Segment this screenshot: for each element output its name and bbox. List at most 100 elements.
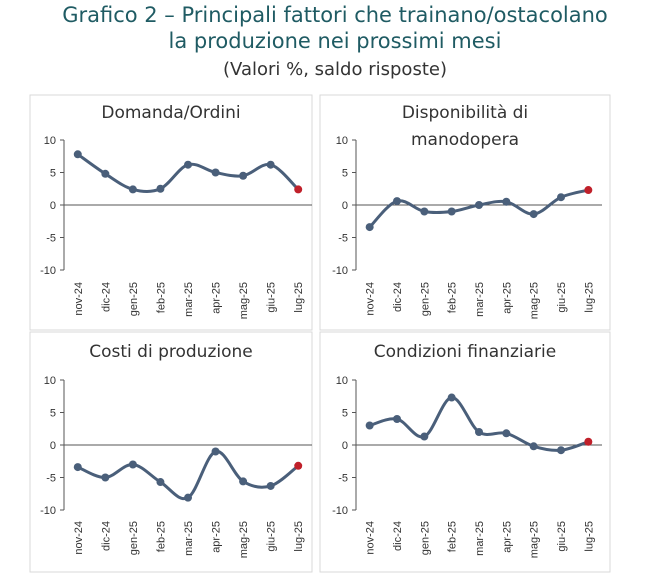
x-tick-label: lug-25 xyxy=(583,282,595,313)
y-tick-label: -10 xyxy=(332,505,348,517)
data-point xyxy=(502,197,511,206)
x-tick-label: mar-25 xyxy=(474,282,486,317)
x-tick-label: mag-25 xyxy=(529,521,541,558)
y-tick-label: 10 xyxy=(336,135,348,147)
x-tick-label: nov-24 xyxy=(365,282,377,316)
series-line xyxy=(76,152,300,194)
data-point xyxy=(239,477,248,486)
y-tick-label: -5 xyxy=(46,473,56,485)
y-tick-label: 0 xyxy=(342,440,348,452)
y-tick-label: -5 xyxy=(338,233,348,245)
x-tick-label: giu-25 xyxy=(266,521,278,552)
y-tick-label: 0 xyxy=(50,440,56,452)
x-tick-label: mag-25 xyxy=(238,521,250,558)
x-tick-label: mar-25 xyxy=(183,282,195,317)
data-point xyxy=(184,493,192,502)
series-line xyxy=(76,449,300,501)
y-tick-label: 5 xyxy=(342,408,348,420)
figure-subtitle: (Valori %, saldo risposte) xyxy=(223,59,447,80)
x-tick-label: lug-25 xyxy=(293,282,305,313)
chart-panel-2: Disponibilità di manodopera 10 5 0 -5 -10 nov-2… xyxy=(319,94,611,331)
chart-panel-4: Condizioni finanziarie 10 5 0 -5 -10 nov-24 dic… xyxy=(319,331,611,573)
panel-frame xyxy=(319,94,611,331)
x-tick-label: dic-24 xyxy=(100,521,112,551)
panel-title-line: Condizioni finanziarie xyxy=(374,342,556,362)
x-tick-label: giu-25 xyxy=(266,282,278,313)
x-tick-label: giu-25 xyxy=(556,521,568,552)
data-point xyxy=(557,446,565,455)
data-point-last xyxy=(294,461,303,470)
data-point xyxy=(211,168,220,177)
data-point xyxy=(73,463,82,472)
y-tick-label: 0 xyxy=(50,200,56,212)
x-tick-label: gen-25 xyxy=(419,521,431,555)
data-point xyxy=(128,185,137,194)
x-tick-label: nov-24 xyxy=(73,521,85,555)
data-point xyxy=(73,150,82,159)
panel-title-line: manodopera xyxy=(411,130,519,150)
x-tick-label: apr-25 xyxy=(501,521,513,553)
x-tick-label: dic-24 xyxy=(392,521,404,551)
y-tick-label: 5 xyxy=(50,168,56,180)
data-point xyxy=(101,473,110,482)
x-tick-label: nov-24 xyxy=(365,521,377,555)
x-tick-label: gen-25 xyxy=(128,282,140,316)
x-tick-label: nov-24 xyxy=(73,282,85,316)
x-tick-label: apr-25 xyxy=(211,282,223,314)
x-tick-label: mar-25 xyxy=(183,521,195,556)
chart-panel-1: Domanda/Ordini 10 5 0 -5 -10 nov-24 dic-24 gen-2… xyxy=(29,94,313,331)
data-point xyxy=(184,160,192,169)
data-point xyxy=(128,460,137,469)
data-point xyxy=(101,169,110,178)
figure-title-line-1: Grafico 2 – Principali fattori che train… xyxy=(62,3,608,27)
data-point xyxy=(529,442,538,451)
chart-panel-3: Costi di produzione 10 5 0 -5 -10 nov-24 dic-24… xyxy=(29,331,313,573)
data-point xyxy=(557,193,565,202)
y-tick-label: -10 xyxy=(40,265,56,277)
data-point xyxy=(420,432,429,441)
data-point xyxy=(156,478,165,487)
x-tick-label: gen-25 xyxy=(419,282,431,316)
data-point xyxy=(502,429,511,438)
data-point xyxy=(365,421,374,430)
data-point xyxy=(475,428,483,436)
panel-title-line: Disponibilità di xyxy=(402,103,528,123)
data-point xyxy=(529,210,538,219)
x-tick-label: mar-25 xyxy=(474,521,486,556)
data-point xyxy=(393,197,401,206)
data-point-last xyxy=(584,437,593,446)
data-point xyxy=(420,207,429,216)
data-point xyxy=(239,171,248,180)
y-tick-label: -10 xyxy=(332,265,348,277)
x-tick-label: feb-25 xyxy=(155,521,167,552)
y-tick-label: 10 xyxy=(44,375,56,387)
x-tick-label: dic-24 xyxy=(392,282,404,312)
x-tick-label: dic-24 xyxy=(100,282,112,312)
x-tick-label: feb-25 xyxy=(447,282,459,313)
y-tick-label: 0 xyxy=(342,200,348,212)
series-line xyxy=(368,396,590,452)
data-point-last xyxy=(294,185,303,194)
data-point-last xyxy=(584,186,593,195)
panel-frame xyxy=(319,331,611,573)
x-tick-label: lug-25 xyxy=(583,521,595,552)
data-point xyxy=(266,481,275,490)
x-tick-label: mag-25 xyxy=(529,282,541,319)
x-tick-label: feb-25 xyxy=(155,282,167,313)
y-tick-label: 10 xyxy=(44,135,56,147)
data-point xyxy=(475,201,483,209)
data-point xyxy=(447,393,456,402)
data-point xyxy=(211,447,220,456)
y-tick-label: -10 xyxy=(40,505,56,517)
x-tick-label: feb-25 xyxy=(447,521,459,552)
x-tick-label: lug-25 xyxy=(293,521,305,552)
y-tick-label: 10 xyxy=(336,375,348,387)
x-tick-label: giu-25 xyxy=(556,282,568,313)
y-tick-label: -5 xyxy=(338,473,348,485)
x-tick-label: gen-25 xyxy=(128,521,140,555)
x-tick-label: apr-25 xyxy=(211,521,223,553)
data-point xyxy=(266,160,275,169)
x-tick-label: apr-25 xyxy=(501,282,513,314)
